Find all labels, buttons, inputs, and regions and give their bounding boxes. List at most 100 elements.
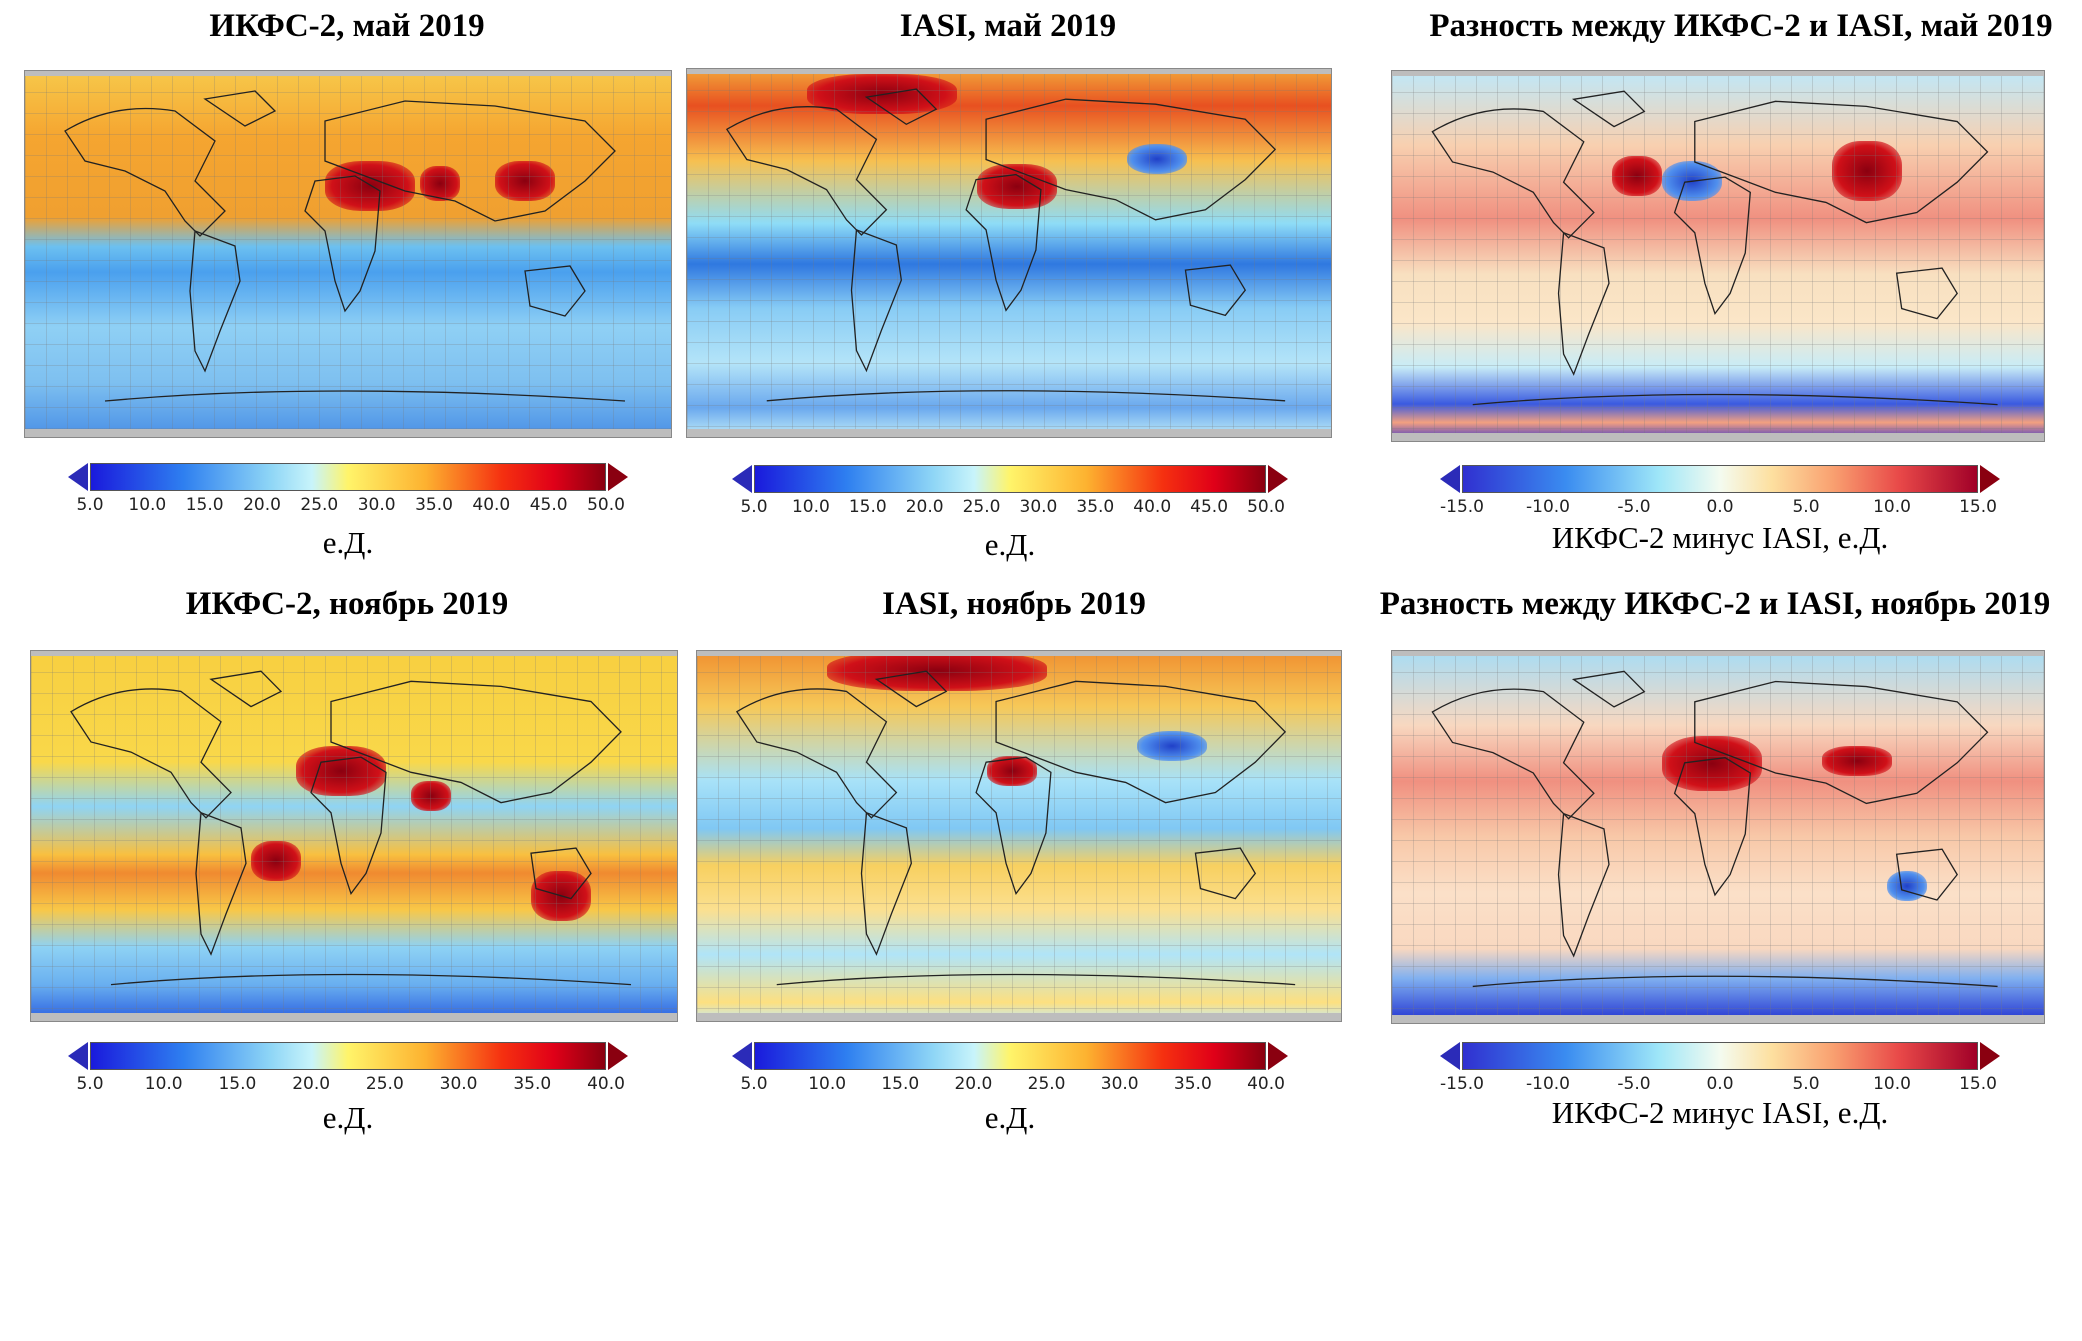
colorbar-max-extend (1980, 465, 2000, 493)
colorbar-label: е.Д. (322, 525, 374, 560)
colorbar-min-extend (1440, 465, 1460, 493)
colorbar-label: ИКФС-2 минус IASI, е.Д. (1551, 1095, 1889, 1130)
lat-lon-grid (1392, 71, 2044, 441)
panel-title: Разность между ИКФС-2 и IASI, ноябрь 201… (1379, 586, 2051, 622)
colorbar-gradient (90, 1042, 606, 1070)
hotspot-region (296, 746, 386, 796)
coastlines (70, 670, 632, 986)
hotspot-region (495, 161, 555, 201)
colorbar-label: е.Д. (322, 1100, 374, 1135)
tick-label: 20.0 (292, 1074, 331, 1094)
map-image (696, 650, 1342, 1022)
colorbar (732, 465, 1288, 493)
colorbar-ticks: 5.0 10.0 15.0 20.0 25.0 30.0 35.0 40.0 45.0 50.0 (740, 497, 1284, 521)
tick-label: 35.0 (1173, 1074, 1212, 1094)
tick-label: -10.0 (1526, 497, 1570, 517)
coastlines (1431, 90, 1998, 406)
no-data-band (25, 429, 671, 437)
lat-lon-grid (1392, 651, 2044, 1023)
tick-label: 0.0 (1706, 497, 1734, 517)
coldspot-region (1137, 731, 1207, 761)
colorbar-gradient (90, 463, 606, 491)
tick-label: 25.0 (1027, 1074, 1066, 1094)
colorbar-ticks: -15.0 -10.0 -5.0 0.0 5.0 10.0 15.0 (1440, 497, 1997, 521)
tick-label: 10.0 (1873, 1074, 1911, 1094)
tick-label: 5.0 (1792, 497, 1820, 517)
tick-label: 50.0 (587, 495, 625, 515)
no-data-band (697, 1013, 1341, 1021)
colorbar-gradient (1462, 1042, 1978, 1070)
tick-label: 15.0 (218, 1074, 257, 1094)
lat-lon-grid (31, 651, 677, 1021)
colorbar-max-extend (608, 1042, 628, 1070)
hotspot-region (411, 781, 451, 811)
tick-label: 45.0 (1190, 497, 1229, 517)
no-data-band (25, 71, 671, 76)
colorbar-label: ИКФС-2 минус IASI, е.Д. (1551, 520, 1889, 555)
tick-label: 25.0 (962, 497, 1001, 517)
hotspot-region (827, 651, 1047, 691)
colorbar (1440, 1042, 2000, 1070)
tick-label: 5.0 (76, 1074, 104, 1094)
tick-label: 10.0 (144, 1074, 183, 1094)
tick-label: 25.0 (300, 495, 339, 515)
tick-label: 5.0 (740, 1074, 768, 1094)
colorbar (732, 1042, 1288, 1070)
coastlines (725, 88, 1286, 402)
no-data-band (31, 651, 677, 656)
tick-label: 25.0 (365, 1074, 404, 1094)
colorbar-ticks: 5.0 10.0 15.0 20.0 25.0 30.0 35.0 40.0 (740, 1074, 1284, 1098)
no-data-band (1392, 651, 2044, 656)
no-data-band (1392, 433, 2044, 441)
hotspot-region (1822, 746, 1892, 776)
colorbar-gradient (1462, 465, 1978, 493)
tick-label: -15.0 (1440, 1074, 1484, 1094)
panel-title: Разность между ИКФС-2 и IASI, май 2019 (1429, 8, 2053, 44)
tick-label: 5.0 (1792, 1074, 1820, 1094)
tick-label: 10.0 (1873, 497, 1911, 517)
map-image (24, 70, 672, 438)
tick-label: 20.0 (954, 1074, 993, 1094)
colorbar-label: е.Д. (984, 1100, 1036, 1135)
panel-title: ИКФС-2, май 2019 (209, 8, 485, 44)
tick-label: -5.0 (1617, 497, 1651, 517)
map-image (1391, 70, 2045, 442)
lat-lon-grid (697, 651, 1341, 1021)
tick-label: 10.0 (791, 497, 830, 517)
tick-label: 15.0 (1959, 497, 1997, 517)
colorbar-max-extend (1268, 465, 1288, 493)
colorbar (68, 463, 628, 491)
tick-label: 40.0 (587, 1074, 625, 1094)
coastlines (64, 90, 626, 402)
tick-label: 0.0 (1706, 1074, 1734, 1094)
map-image (1391, 650, 2045, 1024)
map-image (30, 650, 678, 1022)
map-image (686, 68, 1332, 438)
hotspot-region (1832, 141, 1902, 201)
tick-label: 30.0 (1019, 497, 1058, 517)
colorbar-min-extend (732, 465, 752, 493)
tick-label: 15.0 (1959, 1074, 1997, 1094)
tick-label: 40.0 (1133, 497, 1172, 517)
tick-label: 30.0 (1100, 1074, 1139, 1094)
colorbar-max-extend (1268, 1042, 1288, 1070)
panel-title: IASI, ноябрь 2019 (882, 586, 1146, 622)
colorbar-max-extend (608, 463, 628, 491)
hotspot-region (251, 841, 301, 881)
no-data-band (687, 429, 1331, 437)
colorbar-label: е.Д. (984, 527, 1036, 562)
no-data-band (31, 1013, 677, 1021)
tick-label: 5.0 (76, 495, 104, 515)
tick-label: 45.0 (529, 495, 568, 515)
no-data-band (687, 69, 1331, 74)
no-data-band (1392, 1015, 2044, 1023)
tick-label: 10.0 (808, 1074, 847, 1094)
coldspot-region (1127, 144, 1187, 174)
tick-label: 5.0 (740, 497, 768, 517)
tick-label: 40.0 (472, 495, 511, 515)
tick-label: 35.0 (415, 495, 453, 515)
hotspot-region (325, 161, 415, 211)
colorbar-min-extend (732, 1042, 752, 1070)
colorbar-gradient (754, 465, 1266, 493)
hotspot-region (1612, 156, 1662, 196)
